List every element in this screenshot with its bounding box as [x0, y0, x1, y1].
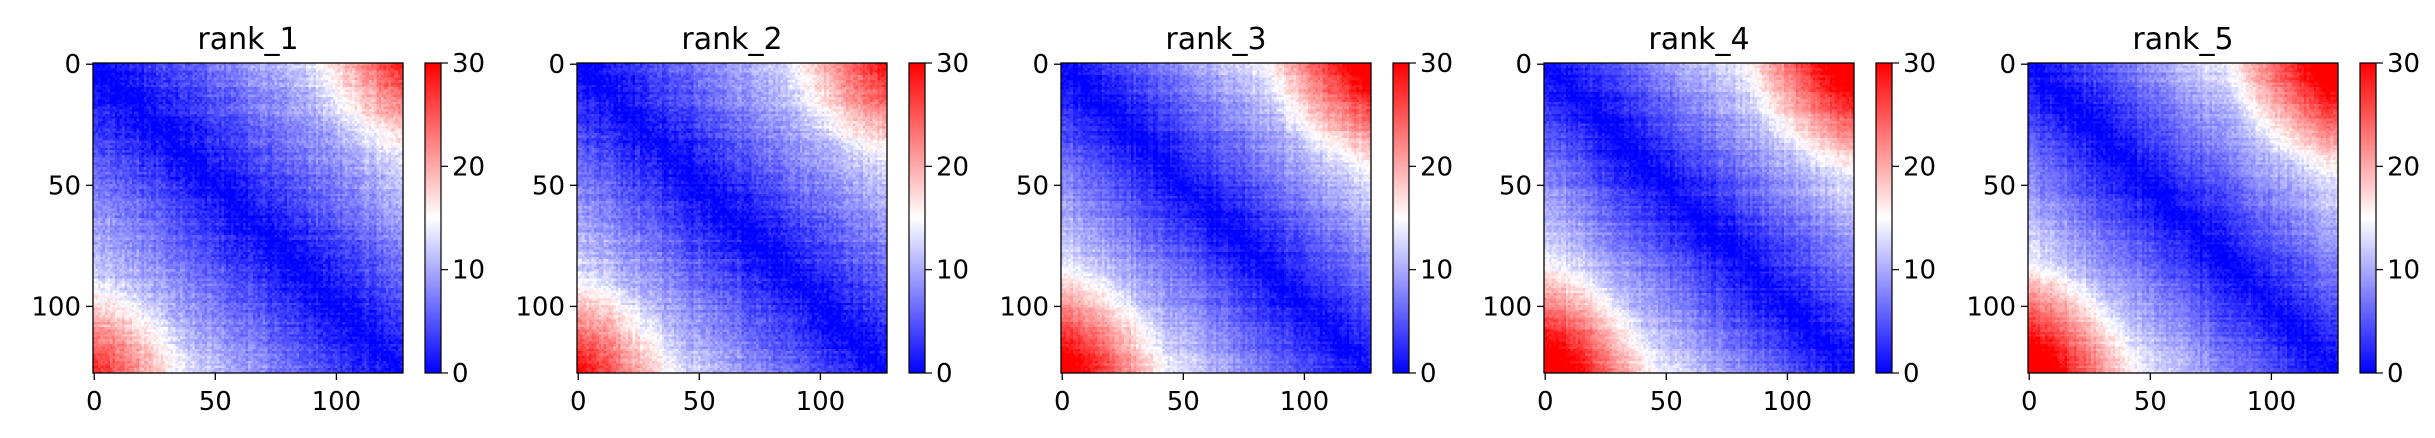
heatmap-image	[2028, 63, 2338, 373]
y-tick-label: 100	[31, 292, 81, 322]
colorbar-tick-label: 20	[452, 152, 485, 182]
x-tick-label: 50	[2134, 387, 2167, 417]
heatmap-panel-2: rank_2 0 50 100 0 50 100 0 10 20 30	[515, 22, 969, 417]
colorbar-tick-label: 0	[452, 359, 469, 389]
y-tick-label: 50	[1499, 171, 1532, 201]
colorbar	[424, 62, 442, 374]
y-tick-label: 50	[532, 171, 565, 201]
heatmap-image	[1544, 63, 1854, 373]
x-tick-label: 0	[1537, 387, 1554, 417]
colorbar-tick-label: 20	[936, 152, 969, 182]
x-tick-label: 50	[1167, 387, 1200, 417]
y-tick-label: 0	[1999, 50, 2016, 80]
panel-title: rank_5	[2132, 22, 2233, 57]
colorbar-tick-label: 10	[1903, 256, 1936, 286]
colorbar-tick-label: 10	[2387, 256, 2420, 286]
x-tick-label: 0	[2021, 387, 2038, 417]
y-tick-label: 100	[1482, 292, 1532, 322]
x-tick-label: 100	[312, 387, 362, 417]
y-tick-label: 100	[999, 292, 1049, 322]
colorbar	[1392, 62, 1410, 374]
y-tick-label: 0	[548, 50, 565, 80]
y-tick-label: 50	[1016, 171, 1049, 201]
y-tick-label: 0	[1515, 50, 1532, 80]
heatmap-frame	[92, 62, 404, 374]
x-tick-label: 100	[2247, 387, 2297, 417]
x-tick-label: 100	[1763, 387, 1813, 417]
colorbar-tick-label: 10	[452, 256, 485, 286]
colorbar-tick-label: 0	[1420, 359, 1437, 389]
colorbar-tick-label: 0	[936, 359, 953, 389]
heatmap-panel-5: rank_5 0 50 100 0 50 100 0 10 20 30	[1966, 22, 2420, 417]
colorbar	[908, 62, 926, 374]
heatmap-image	[1061, 63, 1371, 373]
heatmap-frame	[2027, 62, 2339, 374]
heatmap-frame	[576, 62, 888, 374]
heatmap-frame	[1543, 62, 1855, 374]
colorbar	[2359, 62, 2377, 374]
x-tick-label: 0	[570, 387, 587, 417]
heatmap-frame	[1060, 62, 1372, 374]
heatmap-image	[93, 63, 403, 373]
colorbar-tick-label: 20	[1420, 152, 1453, 182]
colorbar-tick-label: 10	[936, 256, 969, 286]
y-tick-label: 0	[1032, 50, 1049, 80]
colorbar-tick-label: 0	[2387, 359, 2404, 389]
heatmap-panel-1: rank_1 0 50 100 0 50 100 0 10 20 30	[31, 22, 485, 417]
x-tick-label: 50	[199, 387, 232, 417]
colorbar-tick-label: 10	[1420, 256, 1453, 286]
colorbar-tick-label: 20	[2387, 152, 2420, 182]
x-tick-label: 100	[1280, 387, 1330, 417]
panel-title: rank_1	[197, 22, 298, 57]
y-tick-label: 100	[515, 292, 565, 322]
heatmap-panel-4: rank_4 0 50 100 0 50 100 0 10 20 30	[1482, 22, 1936, 417]
panel-title: rank_4	[1648, 22, 1749, 57]
colorbar-tick-label: 20	[1903, 152, 1936, 182]
y-tick-label: 100	[1966, 292, 2016, 322]
colorbar-tick-label: 30	[1420, 49, 1453, 79]
heatmap-image	[577, 63, 887, 373]
panel-title: rank_2	[681, 22, 782, 57]
x-tick-label: 50	[683, 387, 716, 417]
y-tick-label: 0	[64, 50, 81, 80]
x-tick-label: 100	[796, 387, 846, 417]
colorbar-tick-label: 30	[2387, 49, 2420, 79]
panel-title: rank_3	[1165, 22, 1266, 57]
colorbar-tick-label: 30	[936, 49, 969, 79]
colorbar	[1875, 62, 1893, 374]
y-tick-label: 50	[48, 171, 81, 201]
x-tick-label: 50	[1650, 387, 1683, 417]
colorbar-tick-label: 0	[1903, 359, 1920, 389]
x-tick-label: 0	[86, 387, 103, 417]
colorbar-tick-label: 30	[452, 49, 485, 79]
y-tick-label: 50	[1983, 171, 2016, 201]
x-tick-label: 0	[1054, 387, 1071, 417]
colorbar-tick-label: 30	[1903, 49, 1936, 79]
heatmap-panel-3: rank_3 0 50 100 0 50 100 0 10 20 30	[999, 22, 1453, 417]
